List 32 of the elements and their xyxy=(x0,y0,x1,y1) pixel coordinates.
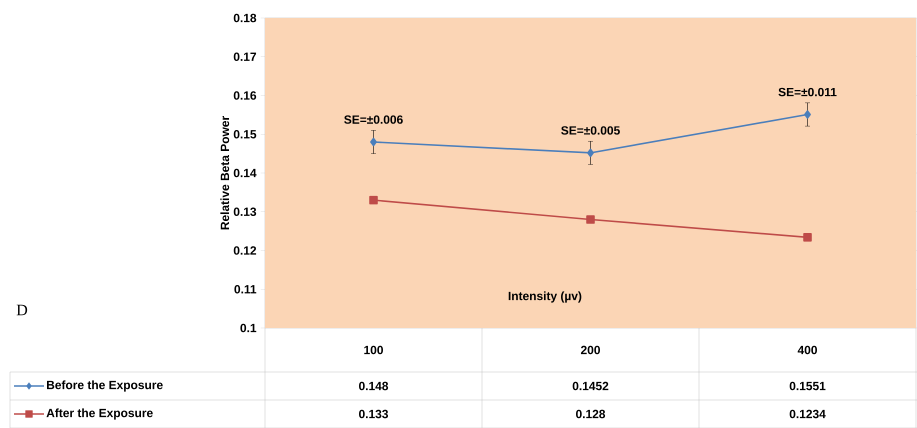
point xyxy=(586,215,595,224)
data-label: 0.1551 xyxy=(790,382,826,390)
point xyxy=(369,196,378,204)
annotation: SE=±0.011 xyxy=(778,88,837,96)
data-label: 0.1452 xyxy=(572,382,608,390)
y-tick-label: 0.17 xyxy=(234,52,256,61)
annotation: SE=±0.005 xyxy=(561,126,620,135)
point xyxy=(370,138,377,146)
y-tick-label: 0.15 xyxy=(234,130,256,138)
x-axis-title: Intensity (µv) xyxy=(508,291,582,303)
data-label: 0.1234 xyxy=(790,410,826,418)
legend-label: After the Exposure xyxy=(46,408,153,420)
x-tick-label: 100 xyxy=(364,346,383,354)
y-tick-label: 0.11 xyxy=(234,285,256,294)
point xyxy=(803,233,812,242)
x-tick-label: 200 xyxy=(580,346,600,354)
y-tick-label: 0.18 xyxy=(234,14,256,22)
y-tick-label: 0.1 xyxy=(240,324,256,332)
x-tick-label: 400 xyxy=(798,346,817,354)
y-tick-label: 0.16 xyxy=(234,91,256,100)
text: D xyxy=(16,304,28,316)
y-tick-label: 0.14 xyxy=(234,168,256,178)
point xyxy=(587,148,594,158)
annotation: SE=±0.006 xyxy=(344,115,403,124)
y-tick-label: 0.13 xyxy=(234,208,256,216)
data-label: 0.148 xyxy=(359,382,388,390)
y-axis-title: Relative Beta Power xyxy=(220,116,230,230)
y-tick-label: 0.12 xyxy=(234,246,256,255)
data-label: 0.128 xyxy=(576,410,606,418)
legend-label: Before the Exposure xyxy=(47,380,163,392)
point xyxy=(804,110,811,119)
data-label: 0.133 xyxy=(359,410,388,418)
